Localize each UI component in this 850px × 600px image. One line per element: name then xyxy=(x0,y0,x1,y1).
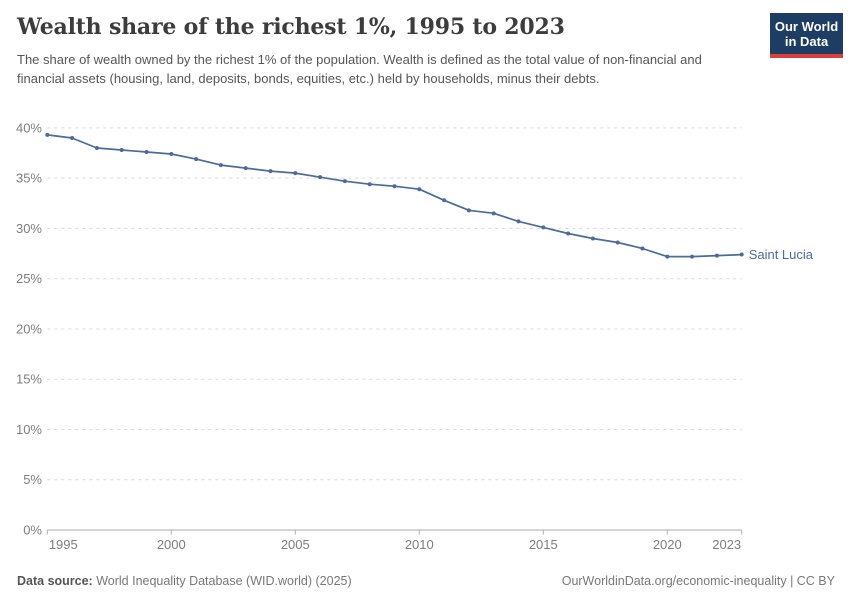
y-tick-label: 25% xyxy=(16,271,42,286)
chart-footer: Data source: World Inequality Database (… xyxy=(17,574,835,588)
gridlines xyxy=(47,127,742,481)
y-tick-label: 40% xyxy=(16,120,42,135)
data-point xyxy=(194,157,199,162)
data-point xyxy=(491,211,496,216)
data-point xyxy=(640,246,645,251)
data-source-text: World Inequality Database (WID.world) (2… xyxy=(92,574,352,588)
data-point xyxy=(94,146,99,151)
data-point xyxy=(516,219,521,224)
y-tick-label: 35% xyxy=(16,171,42,186)
series-end-label: Saint Lucia xyxy=(749,247,814,262)
data-point xyxy=(590,236,595,241)
data-point xyxy=(342,179,347,184)
data-point xyxy=(417,187,422,192)
data-point xyxy=(119,148,124,153)
data-source-note: Data source: World Inequality Database (… xyxy=(17,574,352,588)
y-tick-label: 10% xyxy=(16,422,42,437)
data-point xyxy=(367,182,372,187)
x-axis: 1995 2000 2005 2010 2015 2020 2023 xyxy=(46,529,743,552)
data-point xyxy=(169,152,174,157)
data-point xyxy=(566,231,571,236)
owid-logo[interactable]: Our World in Data xyxy=(770,13,843,58)
x-tick-label: 2020 xyxy=(653,537,682,552)
y-tick-label: 15% xyxy=(16,372,42,387)
y-tick-label: 0% xyxy=(23,523,42,538)
y-tick-label: 20% xyxy=(16,321,42,336)
chart-title: Wealth share of the richest 1%, 1995 to … xyxy=(17,14,565,40)
data-source-label: Data source: xyxy=(17,574,93,588)
data-point xyxy=(45,132,50,137)
data-point xyxy=(144,150,149,155)
data-point xyxy=(392,184,397,189)
data-point xyxy=(243,166,248,171)
data-point xyxy=(714,253,719,258)
data-point xyxy=(665,254,670,259)
data-point xyxy=(615,240,620,245)
x-tick-label: 2015 xyxy=(529,537,558,552)
data-point xyxy=(218,163,223,168)
data-point xyxy=(70,135,75,140)
attribution-link[interactable]: OurWorldinData.org/economic-inequality |… xyxy=(561,574,835,588)
data-point xyxy=(690,254,695,259)
x-tick-label: 1995 xyxy=(49,537,78,552)
owid-logo-line2: in Data xyxy=(784,34,829,49)
data-point xyxy=(466,208,471,213)
y-tick-label: 30% xyxy=(16,221,42,236)
y-tick-label: 5% xyxy=(23,472,42,487)
data-point xyxy=(739,252,744,257)
data-point xyxy=(442,198,447,203)
chart-subtitle: The share of wealth owned by the richest… xyxy=(17,52,702,86)
series-line xyxy=(46,134,743,258)
data-point xyxy=(293,171,298,176)
y-axis-labels: 0% 5% 10% 15% 20% 25% 30% 35% 40% xyxy=(16,120,42,537)
x-tick-label: 2023 xyxy=(712,537,741,552)
data-point xyxy=(318,175,323,180)
x-tick-label: 2005 xyxy=(281,537,310,552)
owid-logo-line1: Our World xyxy=(774,19,839,34)
series-points xyxy=(45,132,744,259)
data-point xyxy=(268,169,273,174)
x-tick-label: 2000 xyxy=(157,537,186,552)
x-tick-label: 2010 xyxy=(405,537,434,552)
data-point xyxy=(541,225,546,230)
